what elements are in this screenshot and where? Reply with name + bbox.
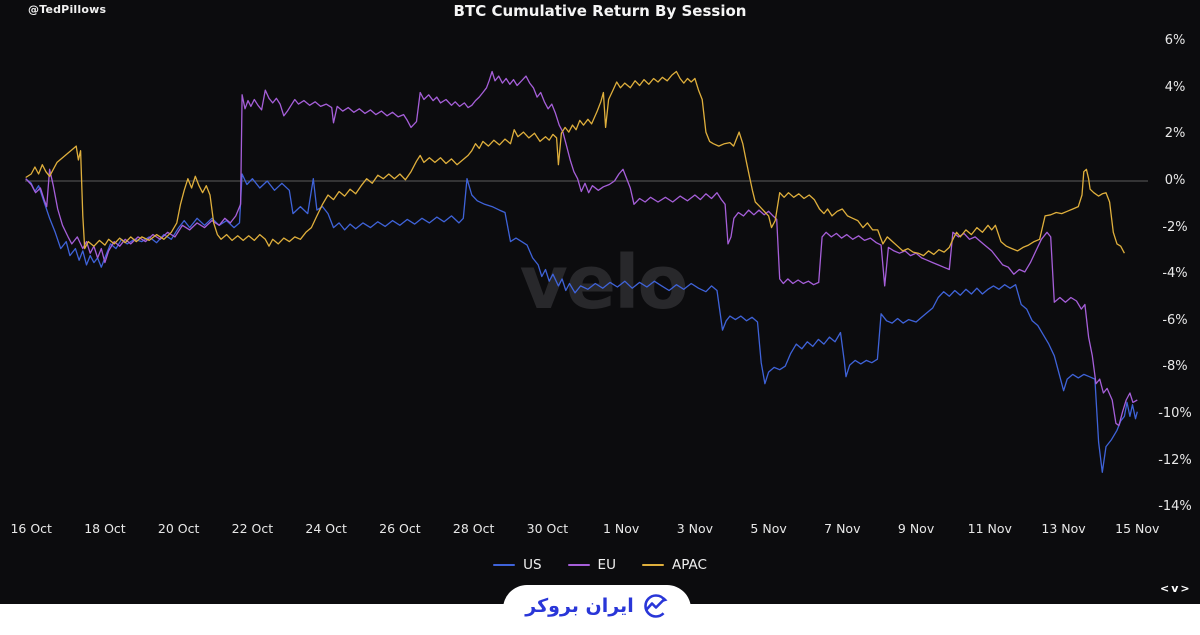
- x-tick-label: 11 Nov: [967, 521, 1012, 536]
- legend-item-eu[interactable]: EU: [567, 557, 616, 573]
- x-tick-label: 24 Oct: [305, 521, 347, 536]
- y-tick-label: 4%: [1164, 79, 1186, 95]
- legend-dash-apac-icon: [641, 564, 664, 566]
- x-tick-label: 28 Oct: [452, 521, 495, 536]
- chart-legend: US EU APAC: [0, 557, 1200, 573]
- x-tick-label: 7 Nov: [824, 521, 861, 536]
- y-tick-label: 0%: [1164, 173, 1186, 188]
- y-tick-label: -4%: [1162, 266, 1188, 282]
- y-tick-label: -12%: [1158, 452, 1192, 468]
- series-line-apac: [25, 70, 1125, 257]
- brand-pill[interactable]: ایران بروکر: [503, 585, 691, 635]
- brand-wordmark: ایران بروکر: [525, 594, 634, 617]
- x-tick-label: 5 Nov: [750, 521, 787, 536]
- x-tick-label: 16 Oct: [10, 521, 52, 536]
- y-tick-label: 2%: [1164, 126, 1186, 142]
- velo-watermark: velo: [519, 240, 689, 326]
- x-tick-label: 22 Oct: [231, 521, 274, 536]
- author-handle: @TedPillows: [28, 3, 107, 16]
- line-chart-plot: [25, 70, 1148, 473]
- x-tick-label: 20 Oct: [157, 521, 200, 536]
- brand-trend-icon: [643, 593, 669, 627]
- x-tick-label: 3 Nov: [676, 521, 714, 536]
- chart-background: @TedPillows BTC Cumulative Return By Ses…: [0, 0, 1200, 604]
- x-tick-label: 9 Nov: [897, 521, 935, 536]
- series-line-us: [25, 173, 1138, 473]
- series-line-eu: [25, 70, 1138, 427]
- legend-item-apac[interactable]: APAC: [641, 557, 707, 573]
- x-tick-label: 15 Nov: [1115, 521, 1160, 536]
- y-tick-label: -14%: [1158, 499, 1192, 515]
- legend-label-eu: EU: [597, 557, 616, 573]
- x-tick-label: 13 Nov: [1041, 521, 1086, 536]
- y-tick-label: -8%: [1162, 359, 1188, 375]
- x-tick-label: 30 Oct: [526, 521, 569, 536]
- velo-logo-mark: <v>: [1160, 582, 1192, 595]
- legend-label-us: US: [523, 557, 542, 573]
- y-tick-label: -10%: [1158, 406, 1192, 421]
- legend-item-us[interactable]: US: [493, 557, 542, 573]
- x-tick-label: 18 Oct: [84, 521, 126, 536]
- chart-title: BTC Cumulative Return By Session: [453, 2, 747, 20]
- legend-dash-us-icon: [493, 564, 516, 566]
- legend-label-apac: APAC: [671, 557, 707, 573]
- x-tick-label: 1 Nov: [602, 521, 640, 536]
- y-tick-label: 6%: [1164, 33, 1186, 49]
- y-tick-label: -2%: [1162, 219, 1188, 235]
- y-tick-label: -6%: [1162, 312, 1188, 328]
- x-tick-label: 26 Oct: [379, 521, 421, 536]
- legend-dash-eu-icon: [567, 564, 590, 566]
